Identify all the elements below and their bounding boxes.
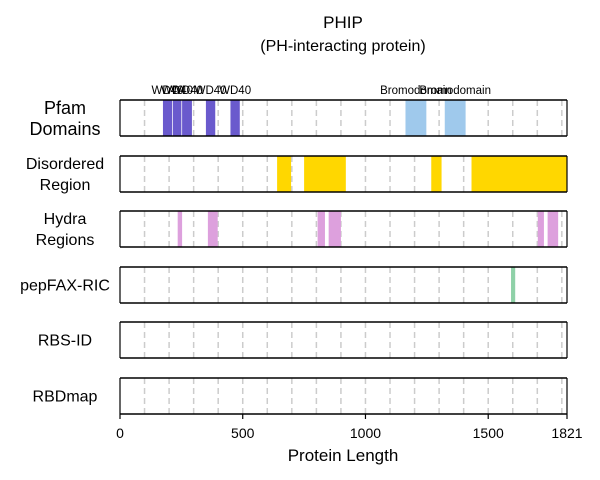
- segment-bar: [328, 211, 341, 247]
- domain-name-label: WD40: [161, 85, 193, 97]
- track-label: Disordered: [26, 156, 104, 173]
- track-2: Hydra Regions: [36, 210, 568, 249]
- segment-bar: [317, 211, 325, 247]
- track-label: RBS-ID: [38, 333, 92, 350]
- track-label: Pfam: [44, 98, 86, 118]
- segment-bar: [172, 100, 182, 136]
- segment-bar: [511, 267, 516, 303]
- x-tick-label: 1000: [350, 425, 381, 441]
- segment-bar: [162, 100, 173, 136]
- x-tick-label: 500: [231, 425, 255, 441]
- track-label: Hydra: [44, 211, 87, 228]
- domain-name-label: WD40: [219, 85, 251, 97]
- domain-name-label: WD40: [152, 85, 184, 97]
- segment-bar: [230, 100, 240, 136]
- segment-bar: [177, 211, 183, 247]
- segment-bar: [207, 211, 218, 247]
- x-axis: 0 500 1000 1500 1821: [116, 414, 583, 441]
- track-label: Regions: [36, 232, 95, 249]
- track-1: Disordered Region: [26, 155, 568, 194]
- track-5: RBDmap: [33, 377, 568, 415]
- segment-bar: [304, 156, 346, 192]
- segment-bar: [537, 211, 544, 247]
- chart-title: PHIP: [323, 13, 363, 32]
- chart-subtitle: (PH-interacting protein): [260, 38, 425, 55]
- x-tick-label: 1821: [551, 425, 582, 441]
- segment-bar: [431, 156, 442, 192]
- segment-bar: [277, 156, 292, 192]
- domain-name-label: Bromodomain: [419, 85, 491, 97]
- segment-bar: [547, 211, 559, 247]
- segment-bar: [471, 156, 567, 192]
- segment-bar: [182, 100, 192, 136]
- track-4: RBS-ID: [38, 321, 568, 359]
- x-tick-label: 0: [116, 425, 124, 441]
- track-label: Domains: [29, 119, 100, 139]
- track-label: Region: [40, 177, 91, 194]
- domain-name-label: Bromodomain: [380, 85, 452, 97]
- x-tick-label: 1500: [473, 425, 504, 441]
- track-label: pepFAX-RIC: [20, 278, 110, 295]
- track-3: pepFAX-RIC: [20, 266, 568, 304]
- domain-name-label: WD40: [171, 85, 203, 97]
- segment-bar: [205, 100, 216, 136]
- segment-bar: [444, 100, 466, 136]
- domain-name-label: WD40: [195, 85, 227, 97]
- x-axis-label: Protein Length: [288, 446, 399, 465]
- segment-bar: [405, 100, 427, 136]
- track-label: RBDmap: [33, 389, 98, 406]
